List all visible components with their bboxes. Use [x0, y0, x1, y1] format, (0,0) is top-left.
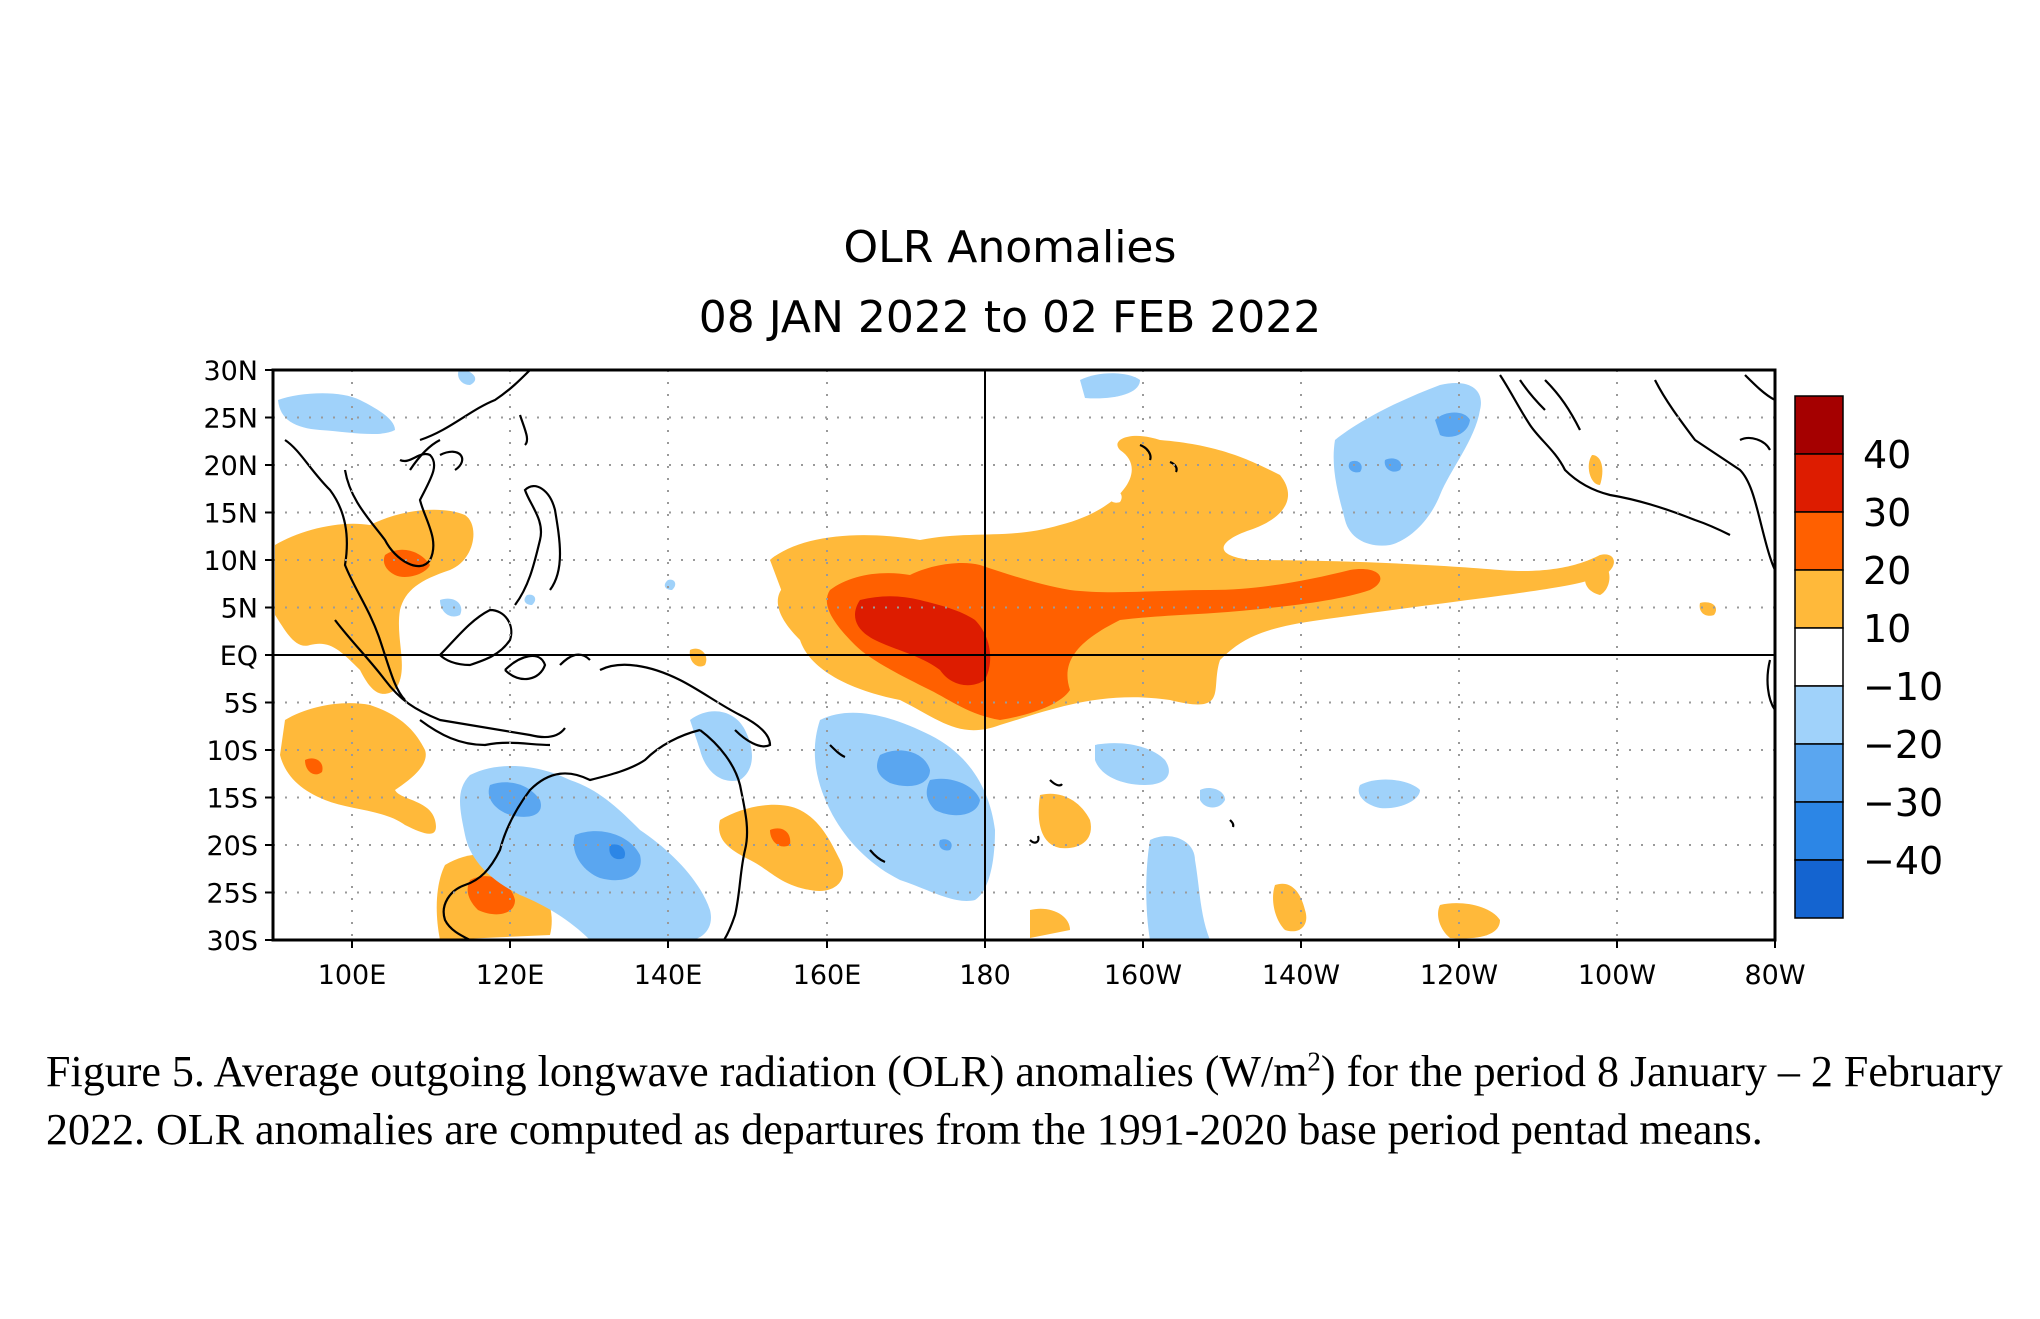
colorbar-labels: 40 30 20 10 −10 −20 −30 −40: [1863, 433, 1943, 883]
lon-ticks: [351, 940, 1776, 948]
lat-label: 30S: [207, 926, 259, 957]
lon-label: 140E: [634, 960, 703, 991]
lon-label: 160E: [793, 960, 862, 991]
colorbar-label: −30: [1863, 781, 1943, 825]
map-title-line2: 08 JAN 2022 to 02 FEB 2022: [699, 292, 1322, 343]
lon-labels: 100E 120E 140E 160E 180 160W 140W 120W 1…: [318, 960, 1806, 991]
lat-label: 15S: [207, 784, 259, 815]
caption-text-part1: Figure 5. Average outgoing longwave radi…: [46, 1047, 1308, 1096]
lat-ticks: [265, 369, 273, 941]
olr-anomaly-map-figure: OLR Anomalies 08 JAN 2022 to 02 FEB 2022: [203, 222, 1943, 991]
coastlines: [284, 370, 1775, 940]
colorbar-label: 40: [1863, 433, 1911, 477]
positive-anomaly-contours: [275, 435, 1717, 940]
map-title-line1: OLR Anomalies: [844, 222, 1177, 273]
colorbar-swatch: [1794, 685, 1844, 745]
colorbar-swatch: [1794, 859, 1844, 919]
lat-label: 5N: [221, 594, 258, 625]
lon-label: 80W: [1744, 960, 1805, 991]
colorbar-swatch: [1794, 743, 1844, 803]
colorbar-label: −40: [1863, 839, 1943, 883]
caption-text-part2: ) for the period 8 January – 2 February …: [46, 1047, 2003, 1154]
lon-label: 120E: [476, 960, 545, 991]
colorbar-label: 20: [1863, 549, 1911, 593]
colorbar: [1794, 395, 1844, 919]
lon-label: 100W: [1578, 960, 1656, 991]
colorbar-swatch: [1794, 627, 1844, 687]
lon-label: 140W: [1262, 960, 1340, 991]
colorbar-label: −10: [1863, 665, 1943, 709]
map-plot-area: [273, 370, 1775, 940]
lat-label: 5S: [224, 689, 258, 720]
lat-label: 10S: [207, 736, 259, 767]
figure-caption: Figure 5. Average outgoing longwave radi…: [46, 1043, 2006, 1159]
lon-label: 120W: [1420, 960, 1498, 991]
colorbar-label: 30: [1863, 491, 1911, 535]
lat-label: 20S: [207, 831, 259, 862]
lon-label: 160W: [1104, 960, 1182, 991]
lat-label: 20N: [203, 451, 258, 482]
colorbar-label: −20: [1863, 723, 1943, 767]
lon-label: 100E: [318, 960, 387, 991]
lat-label: 15N: [203, 499, 258, 530]
colorbar-swatch: [1794, 511, 1844, 571]
lat-label: 25S: [207, 879, 259, 910]
lat-label: 10N: [203, 546, 258, 577]
colorbar-swatch: [1794, 453, 1844, 513]
caption-superscript: 2: [1307, 1046, 1321, 1077]
lon-label: 180: [959, 960, 1011, 991]
colorbar-swatch: [1794, 395, 1844, 455]
colorbar-label: 10: [1863, 607, 1911, 651]
negative-anomaly-contours: [278, 370, 1481, 940]
lat-label: 25N: [203, 404, 258, 435]
colorbar-swatch: [1794, 801, 1844, 861]
colorbar-swatch: [1794, 569, 1844, 629]
lat-label: 30N: [203, 356, 258, 387]
lat-labels: 30N 25N 20N 15N 10N 5N EQ 5S 10S 15S 20S…: [203, 356, 258, 957]
lat-label: EQ: [220, 641, 258, 672]
